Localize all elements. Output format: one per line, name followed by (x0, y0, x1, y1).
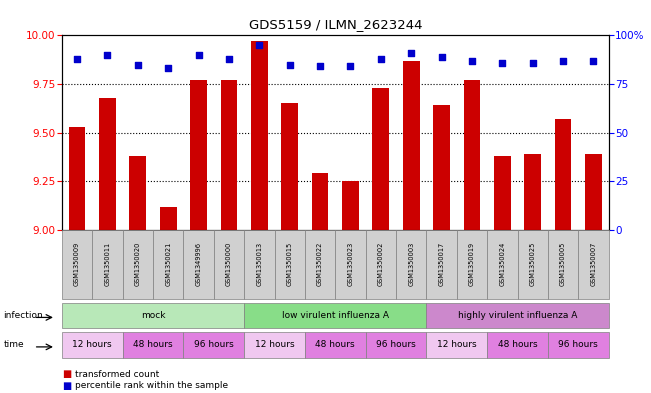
Text: percentile rank within the sample: percentile rank within the sample (75, 382, 228, 390)
Text: GSM1349996: GSM1349996 (195, 242, 202, 286)
Point (406, 50, 417, 56)
Text: GSM1350007: GSM1350007 (590, 242, 596, 286)
Point (527, 59, 538, 66)
Bar (494, 156, 510, 230)
Text: 96 hours: 96 hours (559, 340, 598, 349)
Text: GSM1350021: GSM1350021 (165, 242, 171, 286)
Bar (464, 80, 480, 230)
Text: 12 hours: 12 hours (437, 340, 477, 349)
Text: time: time (3, 340, 24, 349)
Bar (99, 97, 116, 230)
Text: 12 hours: 12 hours (72, 340, 112, 349)
Text: transformed count: transformed count (75, 370, 159, 378)
Text: ■: ■ (62, 381, 71, 391)
Text: low virulent influenza A: low virulent influenza A (282, 311, 389, 320)
Text: GSM1350011: GSM1350011 (104, 242, 111, 286)
Text: GSM1350005: GSM1350005 (560, 242, 566, 286)
Bar (281, 103, 298, 230)
Point (436, 53, 447, 60)
Bar (190, 80, 207, 230)
Point (163, 65, 173, 72)
Text: GSM1350003: GSM1350003 (408, 242, 414, 286)
Bar (312, 173, 329, 230)
Point (589, 57, 599, 64)
Text: 96 hours: 96 hours (194, 340, 234, 349)
Text: GSM1350020: GSM1350020 (135, 242, 141, 286)
Text: GSM1350015: GSM1350015 (286, 242, 293, 286)
Text: GSM1350017: GSM1350017 (439, 242, 445, 286)
Point (284, 61, 295, 68)
Bar (525, 154, 541, 230)
Point (467, 57, 477, 64)
Point (497, 59, 508, 66)
Bar (130, 156, 146, 230)
Point (72, 55, 82, 62)
Bar (555, 119, 572, 230)
Point (254, 42, 264, 48)
Point (193, 51, 204, 58)
Bar (251, 41, 268, 230)
Bar (342, 181, 359, 230)
Text: ■: ■ (62, 369, 71, 379)
Bar (69, 127, 85, 230)
Point (558, 57, 568, 64)
Bar (372, 88, 389, 230)
Point (133, 61, 143, 68)
Text: GSM1350009: GSM1350009 (74, 242, 80, 286)
Point (376, 55, 386, 62)
Text: infection: infection (3, 311, 43, 320)
Text: GSM1350002: GSM1350002 (378, 242, 384, 286)
Bar (403, 61, 419, 230)
Point (315, 63, 326, 70)
Bar (585, 154, 602, 230)
Text: 48 hours: 48 hours (133, 340, 173, 349)
Text: 48 hours: 48 hours (498, 340, 537, 349)
Text: 96 hours: 96 hours (376, 340, 416, 349)
Point (224, 55, 234, 62)
Text: GSM1350019: GSM1350019 (469, 242, 475, 286)
Text: 48 hours: 48 hours (316, 340, 355, 349)
Bar (434, 105, 450, 230)
Text: mock: mock (141, 311, 165, 320)
Bar (221, 80, 237, 230)
Text: GSM1350024: GSM1350024 (499, 242, 505, 286)
Text: highly virulent influenza A: highly virulent influenza A (458, 311, 577, 320)
Text: GSM1350013: GSM1350013 (256, 242, 262, 286)
Text: 12 hours: 12 hours (255, 340, 294, 349)
Text: GSM1350023: GSM1350023 (348, 242, 353, 286)
Text: GSM1350000: GSM1350000 (226, 242, 232, 286)
Point (102, 51, 113, 58)
Point (345, 63, 355, 70)
Text: GSM1350022: GSM1350022 (317, 242, 323, 286)
Text: GSM1350025: GSM1350025 (530, 242, 536, 286)
Text: GDS5159 / ILMN_2623244: GDS5159 / ILMN_2623244 (249, 18, 422, 31)
Bar (159, 207, 176, 230)
